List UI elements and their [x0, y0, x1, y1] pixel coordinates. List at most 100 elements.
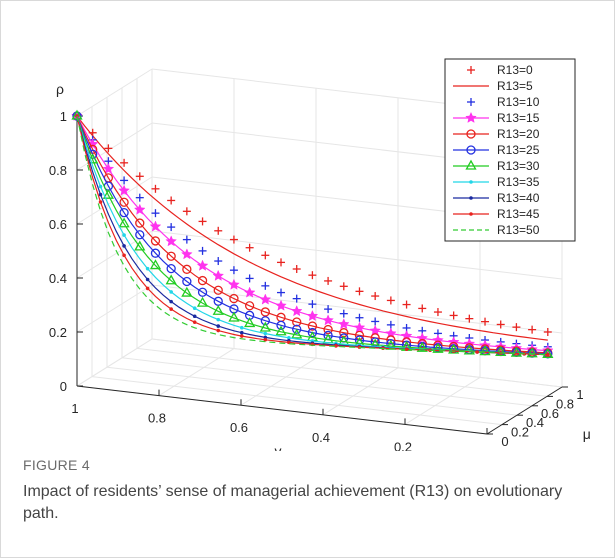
triangle-marker — [416, 341, 428, 352]
legend-item: R13=0 — [467, 63, 533, 77]
z-tick-label: 0.8 — [49, 163, 67, 178]
circle-marker — [197, 287, 208, 297]
plus-marker — [151, 184, 160, 193]
x-tick-label: 0 — [481, 449, 488, 451]
triangle-marker — [510, 346, 523, 357]
star-marker — [322, 314, 334, 326]
plus-marker — [433, 308, 442, 317]
dot-marker — [192, 306, 197, 311]
circle-marker — [119, 197, 129, 207]
z-tick-label: 0.6 — [49, 217, 67, 232]
circle-marker — [292, 317, 302, 327]
dot-marker — [287, 335, 291, 340]
plus-marker — [182, 235, 191, 244]
circle-marker — [135, 218, 145, 228]
plus-marker — [467, 66, 475, 74]
legend-label: R13=45 — [497, 207, 540, 221]
legend-item: R13=15 — [453, 111, 540, 125]
series-line — [76, 115, 548, 341]
circle-marker — [417, 338, 427, 349]
circle-marker — [213, 285, 223, 295]
star-marker — [228, 278, 240, 290]
plus-marker — [135, 193, 144, 202]
plus-marker — [245, 274, 254, 283]
plus-marker — [120, 158, 129, 167]
plus-marker — [198, 246, 207, 255]
circle-marker — [135, 230, 145, 240]
plus-marker — [292, 294, 301, 303]
circle-marker — [307, 321, 318, 331]
circle-marker — [150, 248, 161, 258]
triangle-marker — [212, 304, 224, 315]
star-marker — [212, 269, 225, 281]
dot-marker — [263, 337, 268, 342]
legend-item: R13=40 — [453, 191, 540, 205]
x-axis-line — [76, 385, 488, 435]
dot-marker — [169, 290, 173, 294]
legend-item: R13=10 — [467, 95, 540, 109]
grid-line — [76, 68, 153, 117]
star-marker — [165, 235, 178, 247]
dot-marker — [475, 350, 479, 354]
circle-marker — [182, 264, 192, 274]
grid-line — [76, 284, 153, 333]
plus-marker — [386, 296, 395, 305]
triangle-marker — [71, 109, 83, 120]
star-marker — [196, 259, 209, 271]
dot-marker — [239, 330, 244, 335]
triangle-marker — [479, 345, 491, 356]
grid-line — [151, 230, 563, 280]
dot-marker — [216, 317, 221, 322]
triangle-marker — [102, 188, 114, 199]
dot-marker — [469, 180, 473, 184]
plus-marker — [214, 257, 223, 266]
grid-line — [121, 357, 533, 407]
plus-marker — [371, 292, 380, 301]
plus-marker — [418, 304, 427, 313]
dot-marker — [98, 200, 103, 204]
dot-marker — [192, 314, 197, 319]
plus-marker — [465, 314, 474, 323]
star-marker — [118, 184, 130, 196]
star-marker — [259, 293, 272, 305]
star-marker — [353, 321, 366, 333]
plus-marker — [528, 325, 537, 334]
plus-marker — [339, 282, 348, 291]
grid-line — [322, 367, 399, 416]
plus-marker — [449, 311, 458, 320]
plus-marker — [229, 235, 238, 244]
triangle-marker — [196, 296, 209, 307]
figure-caption: FIGURE 4 Impact of residents’ sense of m… — [23, 457, 593, 525]
plus-marker — [135, 172, 144, 181]
circle-marker — [276, 320, 286, 330]
grid-line — [404, 376, 481, 425]
legend-label: R13=10 — [497, 95, 540, 109]
legend-item: R13=25 — [453, 143, 540, 157]
x-axis-label: v — [275, 443, 282, 451]
z-tick-label: 0.4 — [49, 271, 67, 286]
triangle-marker — [463, 344, 475, 355]
legend-label: R13=5 — [497, 79, 533, 93]
series-R13=5 — [76, 115, 548, 341]
star-marker — [180, 248, 193, 260]
dot-marker — [239, 334, 244, 338]
plus-marker — [198, 217, 207, 226]
series-line — [76, 115, 548, 354]
dot-marker — [263, 331, 268, 336]
x-tick-label: 0.4 — [312, 430, 330, 445]
star-marker — [275, 299, 287, 311]
plus-marker — [151, 209, 160, 218]
circle-marker — [182, 276, 192, 287]
z-tick-label: 0.2 — [49, 325, 67, 340]
plus-marker — [214, 226, 223, 235]
y-tick-label: 0.8 — [556, 396, 574, 411]
grid-line — [106, 366, 518, 416]
plus-marker — [467, 98, 475, 106]
plus-marker — [167, 223, 176, 232]
grid-line — [136, 347, 548, 397]
circle-marker — [260, 316, 270, 326]
triangle-marker — [542, 348, 554, 359]
y-tick-label: 0.6 — [541, 406, 559, 421]
circle-marker — [401, 337, 412, 347]
grid-line — [76, 338, 153, 387]
